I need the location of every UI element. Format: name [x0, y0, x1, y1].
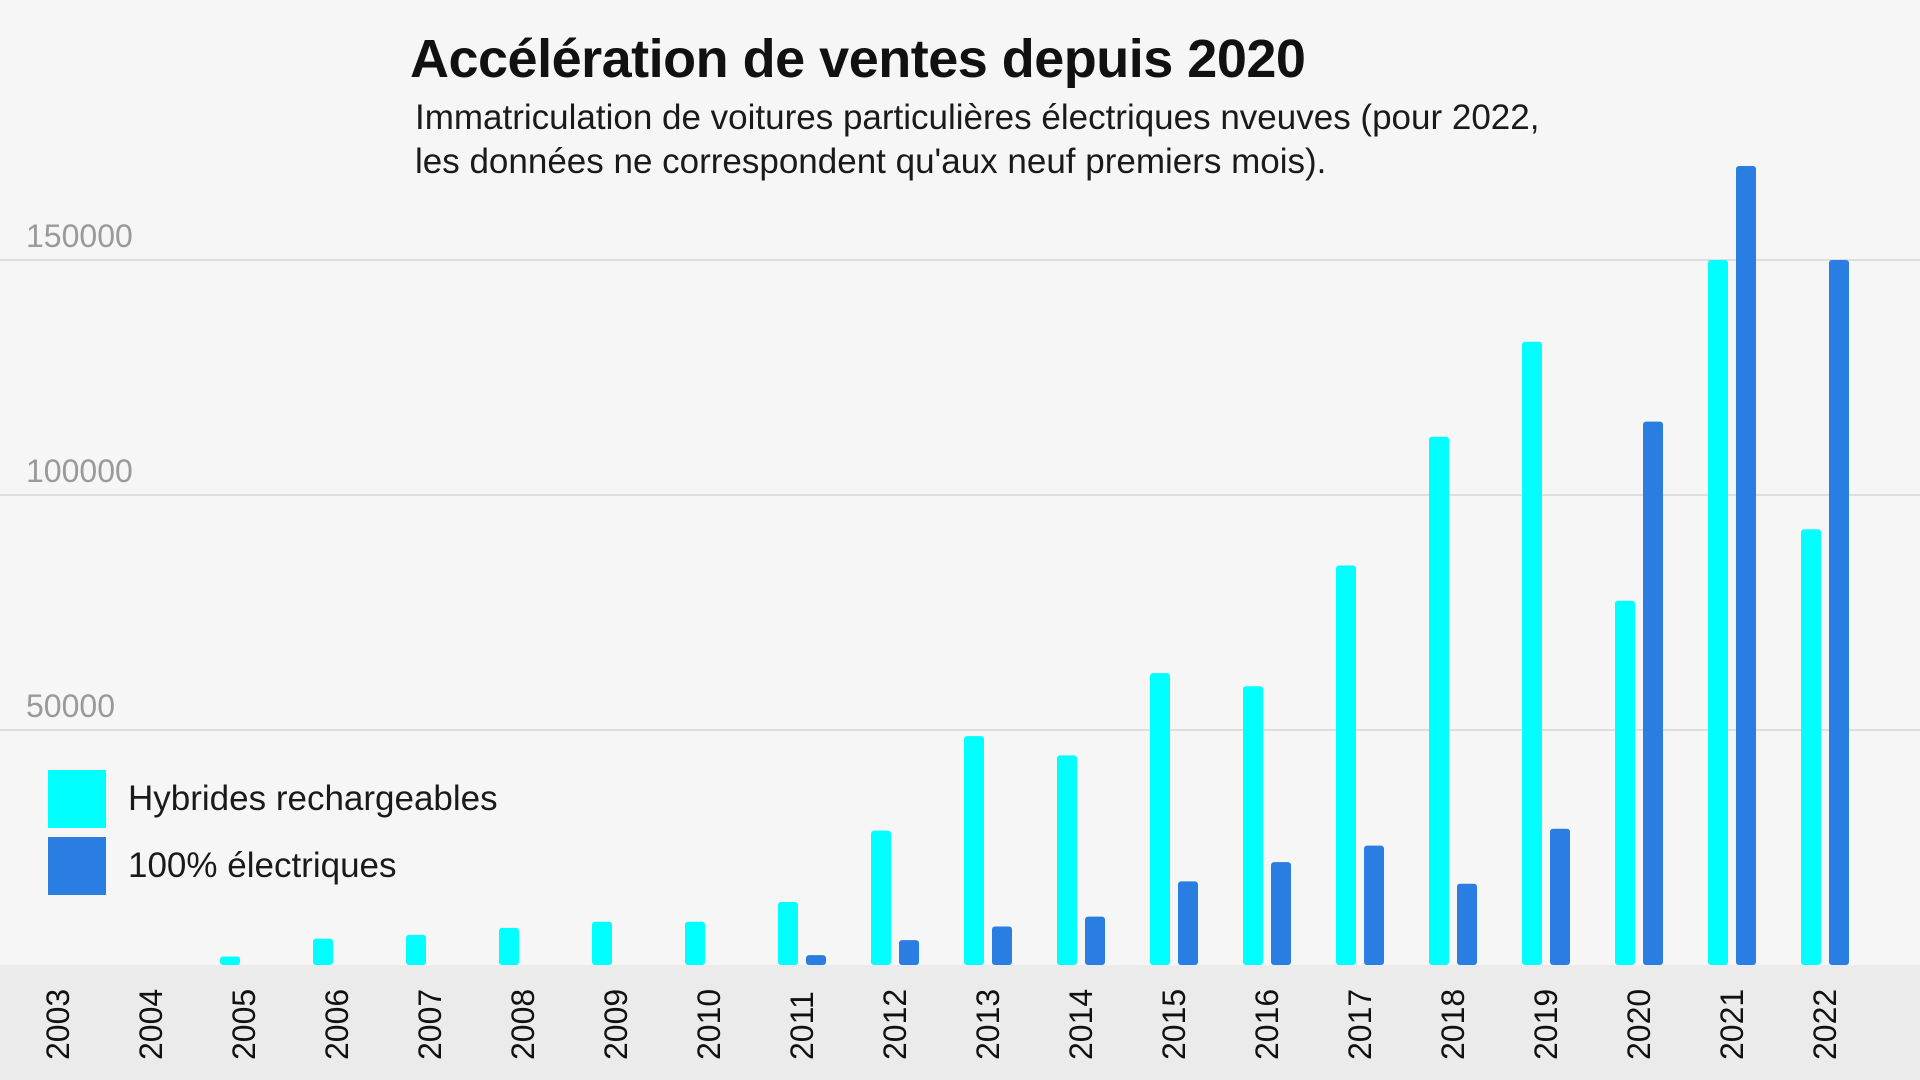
- x-tick-label-2022: 2022: [1807, 989, 1843, 1060]
- bar-electric-2020: [1643, 421, 1663, 965]
- bar-hybrid-2007: [406, 934, 426, 965]
- chart-title: Accélération de ventes depuis 2020: [410, 29, 1306, 89]
- bar-hybrid-2022: [1801, 529, 1821, 965]
- x-tick-label-2017: 2017: [1342, 989, 1378, 1060]
- bar-electric-2014: [1085, 916, 1105, 965]
- x-tick-label-2010: 2010: [691, 989, 727, 1060]
- x-tick-label-2004: 2004: [133, 989, 169, 1060]
- bar-hybrid-2016: [1243, 686, 1263, 965]
- x-tick-label-2009: 2009: [598, 989, 634, 1060]
- bar-hybrid-2008: [499, 927, 519, 965]
- bar-hybrid-2019: [1522, 341, 1542, 965]
- legend-label-hybrid: Hybrides rechargeables: [128, 779, 498, 818]
- bar-electric-2015: [1178, 881, 1198, 965]
- bar-hybrid-2018: [1429, 436, 1449, 966]
- legend-swatch-hybrid: [48, 770, 106, 828]
- x-tick-label-2018: 2018: [1435, 989, 1471, 1060]
- bar-electric-2012: [899, 940, 919, 965]
- bar-hybrid-2021: [1708, 260, 1728, 965]
- y-tick-label-150000: 150000: [26, 218, 133, 254]
- x-tick-label-2020: 2020: [1621, 989, 1657, 1060]
- bar-hybrid-2011: [778, 902, 798, 965]
- bar-electric-2016: [1271, 862, 1291, 965]
- x-tick-label-2003: 2003: [40, 989, 76, 1060]
- chart-subtitle: Immatriculation de voitures particulière…: [415, 98, 1540, 181]
- legend-item-hybrid: Hybrides rechargeables: [48, 770, 498, 828]
- legend-swatch-electric: [48, 837, 106, 895]
- x-tick-label-2007: 2007: [412, 989, 448, 1060]
- x-tick-label-2006: 2006: [319, 989, 355, 1060]
- bar-hybrid-2010: [685, 921, 705, 965]
- bar-hybrid-2005: [220, 956, 240, 965]
- x-tick-label-2016: 2016: [1249, 989, 1285, 1060]
- bar-electric-2018: [1457, 883, 1477, 965]
- bar-electric-2019: [1550, 828, 1570, 965]
- x-tick-label-2021: 2021: [1714, 989, 1750, 1060]
- bar-hybrid-2009: [592, 921, 612, 965]
- x-tick-label-2008: 2008: [505, 989, 541, 1060]
- x-tick-label-2013: 2013: [970, 989, 1006, 1060]
- x-tick-label-2011: 2011: [784, 991, 820, 1060]
- bar-hybrid-2017: [1336, 565, 1356, 965]
- x-tick-label-2005: 2005: [226, 989, 262, 1060]
- bar-electric-2013: [992, 926, 1012, 965]
- bar-electric-2017: [1364, 845, 1384, 965]
- bar-electric-2021: [1736, 166, 1756, 965]
- y-tick-label-100000: 100000: [26, 453, 133, 489]
- bar-electric-2022: [1829, 260, 1849, 965]
- legend: Hybrides rechargeables 100% électriques: [48, 770, 498, 904]
- legend-label-electric: 100% électriques: [128, 846, 397, 885]
- y-tick-label-50000: 50000: [26, 688, 115, 724]
- x-tick-label-2015: 2015: [1156, 989, 1192, 1060]
- bar-hybrid-2020: [1615, 600, 1635, 965]
- x-axis-band: [0, 965, 1920, 1080]
- bar-hybrid-2015: [1150, 673, 1170, 965]
- x-tick-label-2012: 2012: [877, 989, 913, 1060]
- bar-hybrid-2013: [964, 736, 984, 965]
- bar-hybrid-2012: [871, 830, 891, 965]
- x-tick-label-2019: 2019: [1528, 989, 1564, 1060]
- bar-hybrid-2014: [1057, 755, 1077, 965]
- bar-hybrid-2006: [313, 938, 333, 965]
- x-tick-label-2014: 2014: [1063, 989, 1099, 1060]
- bar-electric-2011: [806, 955, 826, 965]
- legend-item-electric: 100% électriques: [48, 837, 498, 895]
